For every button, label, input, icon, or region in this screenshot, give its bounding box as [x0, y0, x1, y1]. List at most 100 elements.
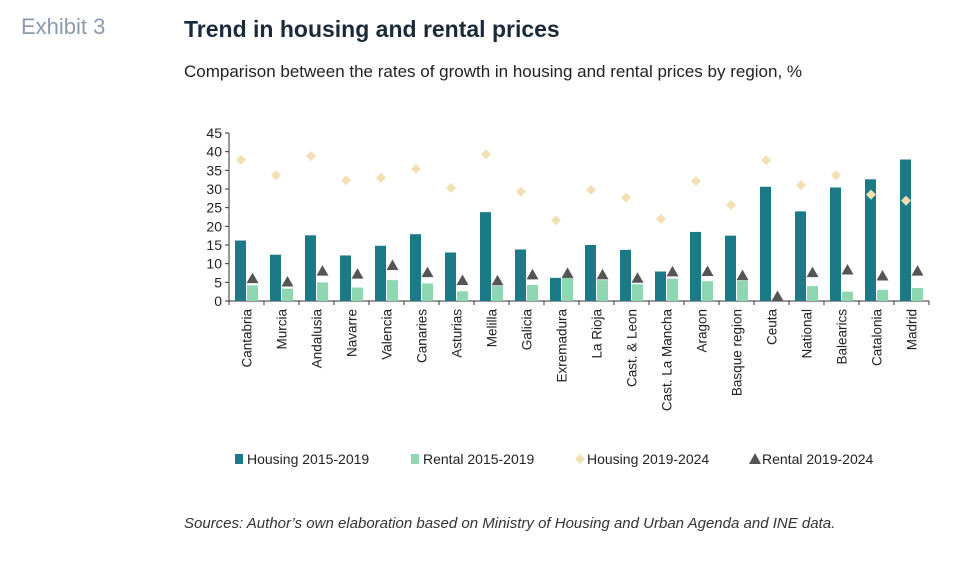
- legend-swatch: [749, 453, 761, 464]
- y-tick-label: 10: [206, 256, 222, 272]
- marker-housing-2019-2024: [411, 163, 421, 174]
- marker-rental-2019-2024: [491, 274, 504, 286]
- chart-marks: [235, 149, 924, 302]
- marker-rental-2019-2024: [351, 268, 364, 279]
- bar-rental-2015-2019: [737, 280, 748, 301]
- y-tick-label: 0: [214, 293, 222, 309]
- marker-rental-2019-2024: [386, 259, 399, 271]
- category-label: Madrid: [905, 309, 920, 350]
- marker-housing-2019-2024: [376, 172, 386, 183]
- marker-rental-2019-2024: [876, 269, 889, 281]
- bar-rental-2015-2019: [702, 281, 713, 301]
- marker-rental-2019-2024: [421, 266, 434, 278]
- marker-rental-2019-2024: [596, 268, 609, 280]
- bar-rental-2015-2019: [457, 291, 468, 301]
- bar-housing-2015-2019: [690, 231, 701, 301]
- marker-housing-2019-2024: [901, 195, 911, 206]
- bar-housing-2015-2019: [900, 159, 911, 301]
- category-label: Aragon: [695, 309, 710, 353]
- category-label: Valencia: [380, 309, 395, 360]
- y-tick-label: 5: [214, 274, 222, 290]
- category-label: La Rioja: [590, 309, 605, 359]
- marker-housing-2019-2024: [341, 175, 351, 186]
- marker-housing-2019-2024: [516, 186, 526, 197]
- marker-housing-2019-2024: [446, 182, 456, 193]
- legend: Housing 2015-2019 Rental 2015-2019 Housing…: [235, 451, 874, 467]
- marker-rental-2019-2024: [806, 266, 819, 278]
- bar-housing-2015-2019: [830, 187, 841, 301]
- y-tick-label: 15: [206, 237, 222, 253]
- bar-housing-2015-2019: [760, 186, 771, 301]
- legend-item: Rental 2015-2019: [411, 451, 535, 467]
- marker-rental-2019-2024: [526, 268, 539, 280]
- marker-rental-2019-2024: [456, 274, 469, 285]
- bar-housing-2015-2019: [270, 254, 281, 301]
- bar-housing-2015-2019: [515, 249, 526, 301]
- legend-label: Rental 2019-2024: [762, 451, 874, 467]
- y-tick-label: 30: [206, 181, 222, 197]
- legend-label: Housing 2015-2019: [247, 451, 369, 467]
- marker-housing-2019-2024: [691, 176, 701, 187]
- bar-housing-2015-2019: [235, 240, 246, 301]
- bar-housing-2015-2019: [305, 235, 316, 301]
- marker-rental-2019-2024: [736, 269, 749, 281]
- bar-rental-2015-2019: [912, 287, 923, 301]
- marker-housing-2019-2024: [586, 184, 596, 195]
- legend-label: Rental 2015-2019: [423, 451, 535, 467]
- legend-item: Housing 2019-2024: [575, 451, 709, 467]
- marker-housing-2019-2024: [621, 192, 631, 203]
- marker-rental-2019-2024: [561, 267, 574, 278]
- marker-housing-2019-2024: [831, 170, 841, 181]
- marker-housing-2019-2024: [271, 170, 281, 181]
- marker-rental-2019-2024: [911, 265, 924, 276]
- category-label: Basque region: [730, 309, 745, 396]
- bar-rental-2015-2019: [562, 277, 573, 301]
- bar-rental-2015-2019: [877, 289, 888, 301]
- y-tick-label: 20: [206, 218, 222, 234]
- category-label: Asturias: [450, 309, 465, 358]
- marker-housing-2019-2024: [236, 154, 246, 165]
- category-label: Cast. La Mancha: [660, 309, 675, 412]
- category-label: Galicia: [520, 309, 535, 351]
- legend-swatch: [575, 454, 585, 464]
- legend-label: Housing 2019-2024: [587, 451, 709, 467]
- y-tick-label: 35: [206, 162, 222, 178]
- bar-rental-2015-2019: [842, 291, 853, 301]
- category-label: Balearics: [835, 309, 850, 365]
- bar-housing-2015-2019: [550, 277, 561, 301]
- bar-rental-2015-2019: [282, 288, 293, 301]
- legend-swatch: [235, 454, 243, 464]
- category-label: Navarre: [345, 309, 360, 357]
- bar-housing-2015-2019: [375, 245, 386, 301]
- bar-rental-2015-2019: [387, 280, 398, 301]
- marker-housing-2019-2024: [796, 180, 806, 191]
- marker-rental-2019-2024: [701, 265, 714, 277]
- marker-rental-2019-2024: [281, 275, 294, 287]
- legend-item: Housing 2015-2019: [235, 451, 369, 467]
- category-label: Canaries: [415, 309, 430, 363]
- bar-rental-2015-2019: [527, 284, 538, 301]
- bar-rental-2015-2019: [247, 285, 258, 301]
- category-label: Ceuta: [765, 309, 780, 346]
- bar-rental-2015-2019: [317, 282, 328, 301]
- marker-rental-2019-2024: [316, 265, 329, 276]
- marker-housing-2019-2024: [306, 151, 316, 162]
- bar-rental-2015-2019: [352, 287, 363, 301]
- bar-housing-2015-2019: [795, 211, 806, 301]
- bar-housing-2015-2019: [655, 271, 666, 301]
- bar-rental-2015-2019: [632, 284, 643, 301]
- bar-rental-2015-2019: [422, 283, 433, 301]
- y-tick-label: 40: [206, 144, 222, 160]
- category-label: Catalonia: [870, 309, 885, 367]
- bar-housing-2015-2019: [725, 235, 736, 301]
- category-label: Andalusia: [310, 309, 325, 369]
- source-note: Sources: Author’s own elaboration based …: [184, 515, 836, 532]
- marker-housing-2019-2024: [726, 200, 736, 211]
- y-tick-label: 25: [206, 200, 222, 216]
- bar-housing-2015-2019: [620, 249, 631, 301]
- legend-item: Rental 2019-2024: [749, 451, 874, 467]
- bar-rental-2015-2019: [667, 278, 678, 301]
- chart-title: Trend in housing and rental prices: [184, 16, 560, 42]
- marker-rental-2019-2024: [246, 272, 259, 284]
- category-labels: Cantabria Murcia Andalusia Navarre Valencia C…: [240, 309, 920, 412]
